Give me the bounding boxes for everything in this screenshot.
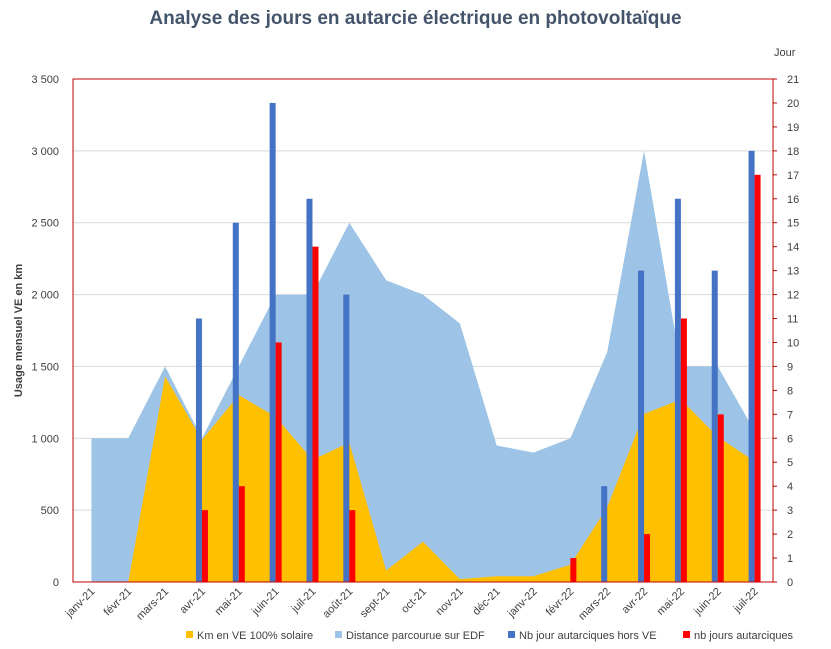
x-tick-label: déc-21 — [471, 586, 503, 618]
bar-autarcie-hors-ve — [269, 102, 276, 582]
y2-tick-label: 20 — [787, 98, 799, 110]
x-tick-label: sept-21 — [358, 586, 392, 620]
legend: Km en VE 100% solaire Distance parcourue … — [186, 630, 794, 642]
y2-tick-label: 14 — [787, 242, 799, 254]
y2-tick-label: 6 — [787, 433, 793, 445]
y2-tick-label: 19 — [787, 122, 799, 134]
bar-series — [195, 102, 761, 583]
y2-tick-label: 15 — [787, 218, 799, 230]
legend-label: nb jours autarciques — [694, 630, 794, 642]
bar-autarcie-hors-ve — [748, 150, 755, 582]
legend-swatch — [683, 631, 690, 638]
y2-tick-label: 4 — [787, 481, 793, 493]
y2-tick-label: 1 — [787, 553, 793, 565]
bar-autarcie — [680, 318, 687, 582]
x-tick-label: janv-21 — [63, 586, 98, 621]
x-tick-label: avr-21 — [178, 586, 209, 617]
y2-tick-label: 7 — [787, 409, 793, 421]
x-tick-label: avr-22 — [620, 586, 651, 617]
bar-autarcie — [717, 414, 724, 582]
x-tick-label: juil-21 — [289, 586, 319, 616]
y2-tick-label: 16 — [787, 194, 799, 206]
x-tick-label: août-21 — [321, 586, 356, 621]
x-tick-label: févr-22 — [544, 586, 577, 619]
x-tick-label: juin-21 — [249, 586, 282, 619]
bar-autarcie-hors-ve — [195, 318, 202, 582]
x-tick-label: mars-21 — [134, 586, 171, 623]
x-tick-label: févr-21 — [102, 586, 135, 619]
y2-tick-label: 12 — [787, 290, 799, 302]
bar-autarcie — [238, 486, 245, 582]
y2-tick-label: 10 — [787, 337, 799, 349]
bar-autarcie — [312, 246, 319, 582]
area-solar — [91, 376, 755, 582]
bar-autarcie-hors-ve — [306, 198, 313, 582]
y-tick-label: 1 000 — [31, 433, 59, 445]
y-axis-label: Usage mensuel VE en km — [13, 264, 25, 397]
x-tick-label: juil-22 — [731, 586, 761, 616]
legend-label: Km en VE 100% solaire — [197, 630, 313, 642]
bar-autarcie-hors-ve — [232, 222, 239, 582]
x-tick-label: oct-21 — [399, 586, 429, 616]
x-tick-label: nov-21 — [434, 586, 466, 618]
bar-autarcie — [754, 174, 761, 583]
bar-autarcie-hors-ve — [711, 270, 718, 582]
y2-tick-label: 17 — [787, 170, 799, 182]
y2-tick-label: 2 — [787, 529, 793, 541]
bar-autarcie-hors-ve — [601, 486, 608, 582]
y-axis-left: 0 500 1 000 1 500 2 000 2 500 3 000 3 500 — [31, 74, 59, 589]
legend-swatch — [508, 631, 515, 638]
y-tick-label: 3 000 — [31, 146, 59, 158]
y2-tick-label: 3 — [787, 505, 793, 517]
x-tick-label: mars-22 — [576, 586, 613, 623]
plot-border — [72, 78, 774, 583]
y-tick-label: 2 500 — [31, 218, 59, 230]
bar-autarcie — [201, 510, 208, 582]
y-tick-label: 3 500 — [31, 74, 59, 86]
legend-swatch — [335, 631, 342, 638]
bar-autarcie — [644, 534, 651, 582]
x-tick-label: mai-22 — [655, 586, 687, 618]
y2-tick-label: 18 — [787, 146, 799, 158]
y-tick-label: 2 000 — [31, 290, 59, 302]
bar-autarcie — [570, 558, 577, 582]
y2-tick-label: 11 — [787, 314, 798, 326]
chart-title: Analyse des jours en autarcie électrique… — [149, 8, 682, 29]
y2-tick-label: 13 — [787, 266, 799, 278]
y-tick-label: 500 — [41, 505, 59, 517]
y2-tick-label: 21 — [787, 74, 799, 86]
y2-tick-label: 8 — [787, 385, 793, 397]
legend-swatch — [186, 631, 193, 638]
bar-autarcie-hors-ve — [343, 294, 350, 582]
bar-autarcie — [349, 510, 356, 582]
x-tick-label: mai-21 — [213, 586, 245, 618]
y2-tick-label: 0 — [787, 577, 793, 589]
y-tick-label: 0 — [53, 577, 59, 589]
y2-tick-label: 9 — [787, 361, 793, 373]
x-tick-label: janv-22 — [505, 586, 540, 621]
legend-label: Distance parcourue sur EDF — [346, 630, 485, 642]
legend-label: Nb jour autarciques hors VE — [519, 630, 657, 642]
bar-autarcie-hors-ve — [674, 198, 681, 582]
y2-axis-label: Jour — [774, 47, 796, 59]
area-series — [91, 150, 755, 582]
y2-tick-label: 5 — [787, 457, 793, 469]
bar-autarcie — [275, 342, 282, 582]
bar-autarcie-hors-ve — [638, 270, 645, 582]
x-axis: janv-21 févr-21 mars-21 avr-21 mai-21 juin-21… — [63, 586, 761, 623]
y-tick-label: 1 500 — [31, 361, 59, 373]
x-tick-label: juin-22 — [691, 586, 724, 619]
